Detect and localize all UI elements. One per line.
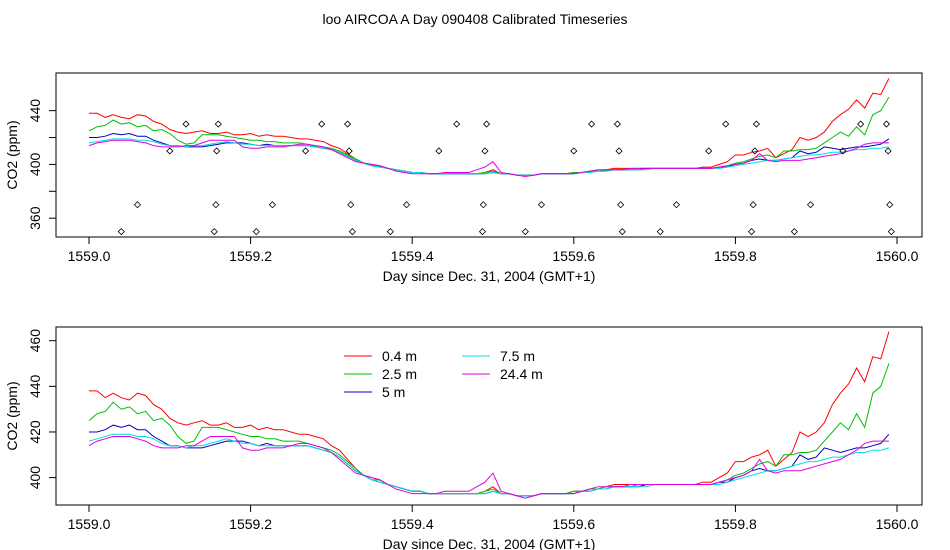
panel1-x-axis-label: Day since Dec. 31, 2004 (GMT+1) (383, 268, 596, 284)
panel1-series-line (88, 96, 890, 176)
panel1-status-marker (479, 201, 487, 209)
panel1-status-marker (343, 120, 352, 128)
panel2-x-tick-label: 1559.8 (714, 516, 757, 532)
panel1-x-tick-label: 1559.6 (552, 248, 595, 264)
panel1-x-tick-label: 1559.8 (714, 248, 757, 264)
panel2-series-line (89, 331, 890, 497)
panel1-status-marker (887, 228, 895, 236)
panel2-frame (55, 326, 923, 506)
legend-label: 5 m (382, 384, 405, 400)
panel1-status-marker (747, 228, 756, 236)
panel1-status-marker (752, 120, 760, 128)
panel2-x-tick-label: 1559.0 (68, 516, 111, 532)
panel1-x-tick-label: 1559.4 (391, 248, 434, 264)
panel1-status-marker (882, 120, 891, 128)
panel2-y-tick-label: 420 (27, 420, 43, 444)
panel1-status-marker (722, 120, 730, 128)
panel1-status-marker (705, 147, 713, 155)
panel2-series-line (89, 424, 890, 497)
panel1-status-marker (570, 147, 578, 155)
panel1-status-marker (790, 228, 798, 236)
panel1-status-marker (214, 120, 222, 128)
panel1-frame (55, 72, 923, 238)
panel1-status-marker (402, 201, 411, 209)
panel1-status-marker (478, 228, 487, 236)
panel1-series-line (89, 132, 890, 176)
panel1-x-tick-label: 1560.0 (876, 248, 919, 264)
panel2-series-line (88, 433, 890, 497)
panel1-x-tick-label: 1559.0 (68, 248, 111, 264)
panel1-status-marker (268, 201, 276, 209)
panel1-status-marker (301, 147, 310, 155)
panel1-status-marker (749, 201, 757, 209)
panel2-x-tick-label: 1559.6 (552, 516, 595, 532)
legend-label: 2.5 m (382, 366, 417, 382)
panel2-x-tick-label: 1559.2 (229, 516, 272, 532)
panel1-status-marker (613, 120, 621, 128)
panel1-status-marker (318, 120, 326, 128)
panel1-status-marker (751, 147, 759, 155)
panel1-status-marker (213, 147, 221, 155)
panel1-status-marker (435, 147, 443, 155)
panel1-x-tick-label: 1559.2 (229, 248, 272, 264)
panel2-y-tick-label: 440 (27, 374, 43, 398)
panel1-status-marker (656, 228, 664, 236)
panel1-status-marker (884, 147, 892, 155)
panel1-y-tick-label: 400 (27, 153, 43, 177)
panel1-status-marker (886, 201, 894, 209)
panel1-series-line (89, 78, 890, 176)
panel1-status-marker (672, 201, 680, 209)
panel1-status-marker (839, 147, 847, 155)
panel1-status-marker (453, 120, 461, 128)
panel1-status-marker (166, 147, 174, 155)
panel1-status-marker (133, 201, 142, 209)
panel1-status-marker (806, 201, 815, 209)
panel1-status-marker (588, 120, 596, 128)
panel1-status-marker (182, 120, 190, 128)
panel1-y-axis-label: CO2 (ppm) (4, 120, 20, 189)
panel2-y-tick-label: 400 (27, 466, 43, 490)
panel2-x-axis-label: Day since Dec. 31, 2004 (GMT+1) (383, 536, 596, 550)
panel1-status-marker (482, 120, 491, 128)
panel1-status-marker (617, 201, 625, 209)
panel1-status-marker (117, 228, 125, 236)
panel1-y-tick-label: 360 (27, 206, 43, 230)
panel2-x-tick-label: 1560.0 (876, 516, 919, 532)
page-title: loo AIRCOA A Day 090408 Calibrated Times… (322, 11, 628, 27)
panel1-status-marker (345, 147, 353, 155)
panel1-status-marker (347, 201, 355, 209)
panel2-series-line (88, 363, 890, 497)
panel2-series-line (88, 436, 889, 499)
panel1-status-marker (618, 228, 626, 236)
panel1-status-marker (521, 228, 529, 236)
panel2-y-tick-label: 460 (27, 329, 43, 353)
legend-label: 0.4 m (382, 348, 417, 364)
panel1-status-marker (615, 147, 623, 155)
panel1-status-marker (210, 228, 218, 236)
panel1-y-tick-label: 440 (27, 99, 43, 123)
panel1-status-marker (212, 201, 220, 209)
panel1-status-marker (386, 228, 394, 236)
legend-label: 24.4 m (500, 366, 543, 382)
panel1-status-marker (537, 201, 546, 209)
panel1-status-marker (252, 228, 260, 236)
panel1-status-marker (857, 120, 865, 128)
panel1-series-line (88, 138, 889, 176)
panel2-x-tick-label: 1559.4 (391, 516, 434, 532)
panel1-status-marker (481, 147, 489, 155)
legend-label: 7.5 m (500, 348, 535, 364)
panel1-series-line (88, 139, 889, 178)
panel1-status-marker (348, 228, 356, 236)
panel2-y-axis-label: CO2 (ppm) (4, 381, 20, 450)
